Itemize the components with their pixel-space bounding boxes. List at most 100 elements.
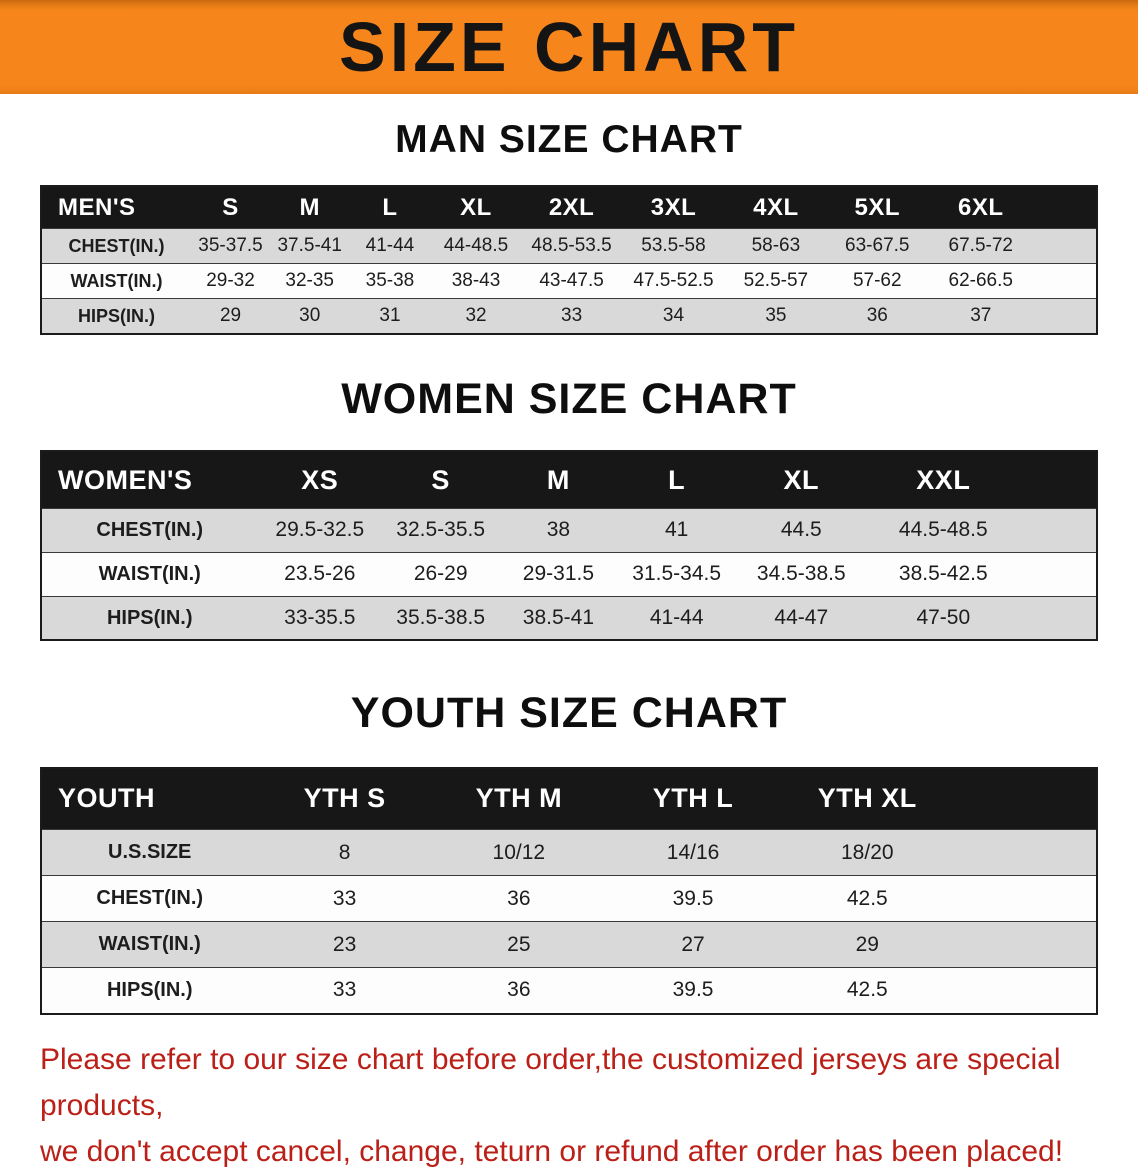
measurement-value: 32 (430, 298, 522, 334)
filler-cell (1033, 228, 1097, 264)
filler-cell (1019, 595, 1097, 641)
measurement-row: HIPS(IN.) 33-35.5 35.5-38.5 38.5-41 41-44 44-… (41, 595, 1097, 641)
measurement-value: 38.5-41 (499, 595, 618, 641)
table-header-row: WOMEN'S XS S M L XL XXL (41, 451, 1097, 509)
footer-note: Please refer to our size chart before or… (40, 1037, 1100, 1175)
women-size-table: WOMEN'S XS S M L XL XXL CHEST(IN.) 29.5-32.5 32.5… (40, 450, 1098, 642)
measurement-value: 63-67.5 (826, 228, 928, 264)
size-column-header: YTH L (605, 767, 781, 830)
measurement-value: 36 (431, 967, 606, 1014)
measurement-value: 8 (257, 829, 432, 876)
measurement-label: CHEST(IN.) (41, 875, 258, 922)
measurement-value: 39.5 (605, 967, 781, 1014)
measurement-label: HIPS(IN.) (41, 967, 258, 1014)
footer-note-line2: we don't accept cancel, change, teturn o… (40, 1134, 1064, 1168)
measurement-value: 41-44 (617, 595, 736, 641)
measurement-row: HIPS(IN.) 33 36 39.5 42.5 (41, 967, 1097, 1014)
men-size-table: MEN'S S M L XL 2XL 3XL 4XL 5XL 6XL CHEST(IN.) 35-37… (40, 184, 1098, 335)
measurement-label: WAIST(IN.) (41, 263, 191, 299)
size-column-header: 4XL (725, 185, 827, 229)
measurement-row: WAIST(IN.) 23.5-26 26-29 29-31.5 31.5-34.5 34… (41, 551, 1097, 597)
women-section-heading: WOMEN SIZE CHART (341, 374, 797, 423)
youth-size-table: YOUTH YTH S YTH M YTH L YTH XL U.S.SIZE 8 10/12… (40, 766, 1098, 1015)
row-group-label: MEN'S (41, 185, 191, 229)
size-column-header: YTH S (257, 767, 432, 830)
measurement-value: 34.5-38.5 (735, 551, 867, 597)
measurement-value: 47.5-52.5 (621, 263, 726, 299)
measurement-value: 37.5-41 (270, 228, 350, 264)
measurement-row: CHEST(IN.) 29.5-32.5 32.5-35.5 38 41 44.5 44.5… (41, 507, 1097, 553)
banner-title: SIZE CHART (339, 8, 799, 86)
measurement-label: WAIST(IN.) (41, 551, 258, 597)
measurement-value: 52.5-57 (725, 263, 827, 299)
measurement-value: 25 (431, 921, 606, 968)
measurement-label: HIPS(IN.) (41, 298, 191, 334)
filler-cell (954, 967, 1097, 1014)
measurement-value: 31.5-34.5 (617, 551, 736, 597)
size-column-header: L (349, 185, 431, 229)
filler-cell (1019, 507, 1097, 553)
measurement-value: 38 (499, 507, 618, 553)
measurement-row: U.S.SIZE 8 10/12 14/16 18/20 (41, 829, 1097, 876)
size-column-header: L (617, 451, 736, 509)
size-column-header: 2XL (521, 185, 622, 229)
measurement-value: 42.5 (780, 967, 955, 1014)
measurement-value: 35.5-38.5 (382, 595, 500, 641)
measurement-value: 57-62 (826, 263, 928, 299)
row-group-label: YOUTH (41, 767, 258, 830)
filler-cell (1033, 298, 1097, 334)
table-header-row: YOUTH YTH S YTH M YTH L YTH XL (41, 767, 1097, 830)
measurement-label: HIPS(IN.) (41, 595, 258, 641)
measurement-value: 33 (521, 298, 622, 334)
filler-cell (1033, 263, 1097, 299)
measurement-label: CHEST(IN.) (41, 507, 258, 553)
measurement-value: 10/12 (431, 829, 606, 876)
footer-note-line1: Please refer to our size chart before or… (40, 1042, 1061, 1122)
measurement-value: 38.5-42.5 (866, 551, 1020, 597)
measurement-row: WAIST(IN.) 23 25 27 29 (41, 921, 1097, 968)
size-column-header: XXL (866, 451, 1020, 509)
measurement-value: 29-32 (190, 263, 271, 299)
measurement-row: WAIST(IN.) 29-32 32-35 35-38 38-43 43-47.5 47.… (41, 263, 1097, 299)
measurement-value: 62-66.5 (927, 263, 1034, 299)
measurement-label: U.S.SIZE (41, 829, 258, 876)
measurement-value: 23 (257, 921, 432, 968)
filler-cell (954, 829, 1097, 876)
measurement-value: 32-35 (270, 263, 350, 299)
measurement-label: WAIST(IN.) (41, 921, 258, 968)
filler-column (1019, 451, 1097, 509)
measurement-value: 34 (621, 298, 726, 334)
men-section: MAN SIZE CHART MEN'S S M L XL 2XL 3XL 4XL 5XL 6XL… (0, 118, 1138, 335)
measurement-value: 27 (605, 921, 781, 968)
size-column-header: XL (735, 451, 867, 509)
row-group-label: WOMEN'S (41, 451, 258, 509)
measurement-value: 14/16 (605, 829, 781, 876)
filler-cell (954, 875, 1097, 922)
measurement-value: 33-35.5 (257, 595, 383, 641)
measurement-value: 23.5-26 (257, 551, 383, 597)
size-chart-banner: SIZE CHART (0, 0, 1138, 94)
youth-section: YOUTH SIZE CHART YOUTH YTH S YTH M YTH L YTH… (0, 689, 1138, 1015)
measurement-value: 42.5 (780, 875, 955, 922)
measurement-value: 29 (190, 298, 271, 334)
size-column-header: XS (257, 451, 383, 509)
size-column-header: M (499, 451, 618, 509)
measurement-value: 29.5-32.5 (257, 507, 383, 553)
measurement-value: 38-43 (430, 263, 522, 299)
size-column-header: YTH XL (780, 767, 955, 830)
measurement-value: 67.5-72 (927, 228, 1034, 264)
measurement-value: 35-37.5 (190, 228, 271, 264)
measurement-value: 29 (780, 921, 955, 968)
measurement-value: 31 (349, 298, 431, 334)
measurement-value: 32.5-35.5 (382, 507, 500, 553)
size-column-header: 6XL (927, 185, 1034, 229)
measurement-value: 35 (725, 298, 827, 334)
measurement-value: 47-50 (866, 595, 1020, 641)
measurement-value: 53.5-58 (621, 228, 726, 264)
measurement-value: 44-48.5 (430, 228, 522, 264)
size-column-header: YTH M (431, 767, 606, 830)
filler-column (954, 767, 1097, 830)
women-section: WOMEN SIZE CHART WOMEN'S XS S M L XL XXL CHEST(… (0, 374, 1138, 642)
filler-cell (954, 921, 1097, 968)
measurement-value: 36 (431, 875, 606, 922)
